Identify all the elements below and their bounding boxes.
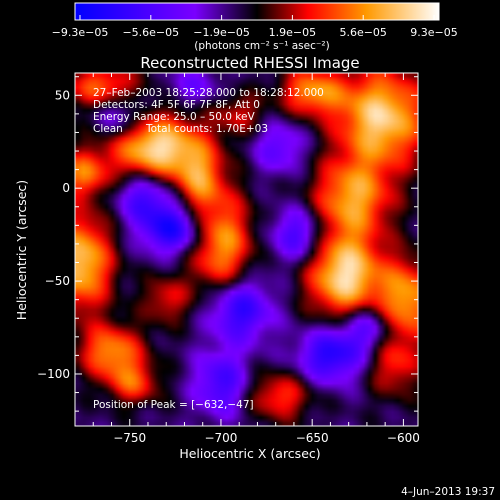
x-axis-label: Heliocentric X (arcsec)	[179, 446, 320, 461]
y-tick-label: −100	[37, 367, 70, 381]
colorbar-unit-label: (photons cm⁻² s⁻¹ asec⁻²)	[194, 40, 329, 52]
annotation-time-range: 27–Feb–2003 18:25:28.000 to 18:28:12.000	[93, 87, 324, 99]
y-tick-label: 0	[62, 181, 70, 195]
x-tick-label: −650	[296, 431, 329, 445]
colorbar-tick-label: −5.6e−05	[122, 26, 179, 39]
annotation-total-counts: Total counts: 1.70E+03	[145, 123, 268, 135]
colorbar-tick-label: −9.3e−05	[52, 26, 109, 39]
annotation-block: 27–Feb–2003 18:25:28.000 to 18:28:12.000…	[93, 87, 324, 135]
annotation-detectors: Detectors: 4F 5F 6F 7F 8F, Att 0	[93, 99, 260, 111]
y-tick-label: −50	[45, 274, 70, 288]
colorbar-tick-label: 1.9e−05	[269, 26, 316, 39]
x-tick-label: −750	[113, 431, 146, 445]
chart-title: Reconstructed RHESSI Image	[140, 54, 359, 72]
heatmap-image	[75, 73, 418, 426]
annotation-energy-range: Energy Range: 25.0 – 50.0 keV	[93, 111, 255, 123]
y-tick-label: 50	[55, 88, 70, 102]
x-tick-label: −600	[387, 431, 420, 445]
footer-date: 4–Jun–2013 19:37	[401, 486, 495, 498]
annotation-method: Clean	[93, 123, 123, 135]
y-axis-label: Heliocentric Y (arcsec)	[14, 180, 29, 320]
x-tick-label: −700	[204, 431, 237, 445]
colorbar	[74, 2, 440, 21]
plot-frame	[74, 72, 419, 427]
colorbar-tick-label: 9.3e−05	[410, 26, 457, 39]
colorbar-tick-label: 5.6e−05	[339, 26, 386, 39]
annotation-peak-position: Position of Peak = [−632,−47]	[93, 399, 254, 411]
colorbar-tick-label: −1.9e−05	[193, 26, 250, 39]
